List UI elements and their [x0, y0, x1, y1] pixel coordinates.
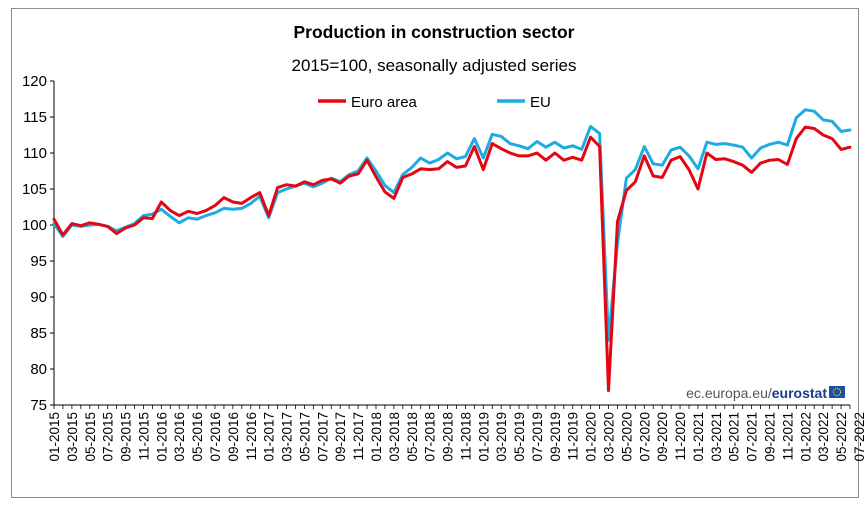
x-tick-label: 05-2022 [834, 412, 849, 462]
x-tick-label: 11-2018 [458, 412, 473, 461]
x-tick-label: 07-2015 [101, 412, 116, 462]
y-tick-label: 90 [30, 289, 47, 306]
series-layer [52, 108, 852, 393]
y-tick-label: 110 [23, 145, 47, 162]
source-prefix: ec.europa.eu/ [686, 385, 772, 401]
chart-title: Production in construction sector [294, 22, 575, 42]
chart-subtitle: 2015=100, seasonally adjusted series [292, 56, 577, 75]
x-tick-label: 01-2018 [369, 412, 384, 462]
x-tick-label: 05-2018 [405, 412, 420, 462]
x-axis: 01-2015 03-2015 05-2015 07-2015 09-2015 11-20… [47, 404, 867, 462]
y-tick-label: 85 [30, 325, 47, 342]
x-tick-label: 03-2016 [172, 412, 187, 462]
legend-label-eu: EU [530, 94, 551, 111]
legend: Euro area EU [318, 94, 551, 111]
series-line-euro-area [52, 125, 852, 393]
x-tick-label: 05-2019 [512, 412, 527, 462]
x-tick-label: 07-2016 [208, 412, 223, 462]
x-tick-label: 05-2015 [83, 412, 98, 462]
x-tick-label: 03-2017 [280, 412, 295, 462]
x-tick-label: 05-2016 [190, 412, 205, 462]
x-tick-label: 07-2018 [423, 412, 438, 462]
y-axis: 75 80 85 90 95 100 105 110 115 120 [22, 73, 55, 414]
chart-frame [11, 8, 859, 498]
y-tick-label: 105 [22, 181, 47, 198]
eurostat-logo: ec.europa.eu/ eurostat [686, 385, 845, 401]
y-tick-label: 75 [30, 397, 47, 414]
x-tick-label: 03-2019 [494, 412, 509, 462]
x-tick-label: 07-2021 [745, 412, 760, 462]
series-line-eu [52, 108, 852, 342]
x-tick-label: 03-2018 [387, 412, 402, 462]
x-tick-label: 05-2017 [297, 412, 312, 462]
x-tick-label: 01-2017 [262, 412, 277, 462]
legend-label-euro-area: Euro area [351, 94, 418, 111]
eu-flag-icon [829, 386, 845, 398]
x-tick-label: 09-2017 [333, 412, 348, 462]
x-tick-label: 09-2020 [655, 412, 670, 462]
x-tick-label: 11-2020 [673, 412, 688, 461]
x-tick-label: 09-2018 [441, 412, 456, 462]
x-tick-label: 11-2015 [136, 412, 151, 461]
x-tick-label: 11-2021 [780, 412, 795, 461]
x-tick-label: 11-2017 [351, 412, 366, 461]
x-tick-label: 01-2016 [154, 412, 169, 462]
x-tick-label: 03-2021 [709, 412, 724, 462]
x-tick-label: 03-2015 [65, 412, 80, 462]
x-tick-label: 05-2020 [619, 412, 634, 462]
x-tick-label: 01-2015 [47, 412, 62, 462]
y-tick-label: 95 [30, 253, 47, 270]
x-tick-label: 07-2019 [530, 412, 545, 462]
x-tick-label: 07-2022 [852, 412, 867, 462]
source-brand: eurostat [772, 385, 828, 401]
x-tick-label: 03-2022 [816, 412, 831, 462]
x-tick-label: 11-2019 [566, 412, 581, 461]
y-tick-label: 115 [23, 109, 47, 126]
x-tick-label: 11-2016 [244, 412, 259, 461]
x-tick-label: 07-2020 [637, 412, 652, 462]
x-tick-label: 03-2020 [602, 412, 617, 462]
x-tick-label: 07-2017 [315, 412, 330, 462]
x-tick-label: 01-2020 [584, 412, 599, 462]
x-tick-label: 09-2019 [548, 412, 563, 462]
x-tick-label: 01-2022 [798, 412, 813, 462]
x-tick-label: 09-2021 [763, 412, 778, 462]
y-tick-label: 80 [30, 361, 47, 378]
x-tick-label: 09-2016 [226, 412, 241, 462]
x-tick-label: 09-2015 [119, 412, 134, 462]
x-tick-label: 01-2019 [476, 412, 491, 462]
y-tick-label: 100 [22, 217, 47, 234]
y-tick-label: 120 [22, 73, 47, 90]
x-tick-label: 01-2021 [691, 412, 706, 462]
x-tick-label: 05-2021 [727, 412, 742, 462]
eu-flag-stars-icon [832, 387, 842, 397]
